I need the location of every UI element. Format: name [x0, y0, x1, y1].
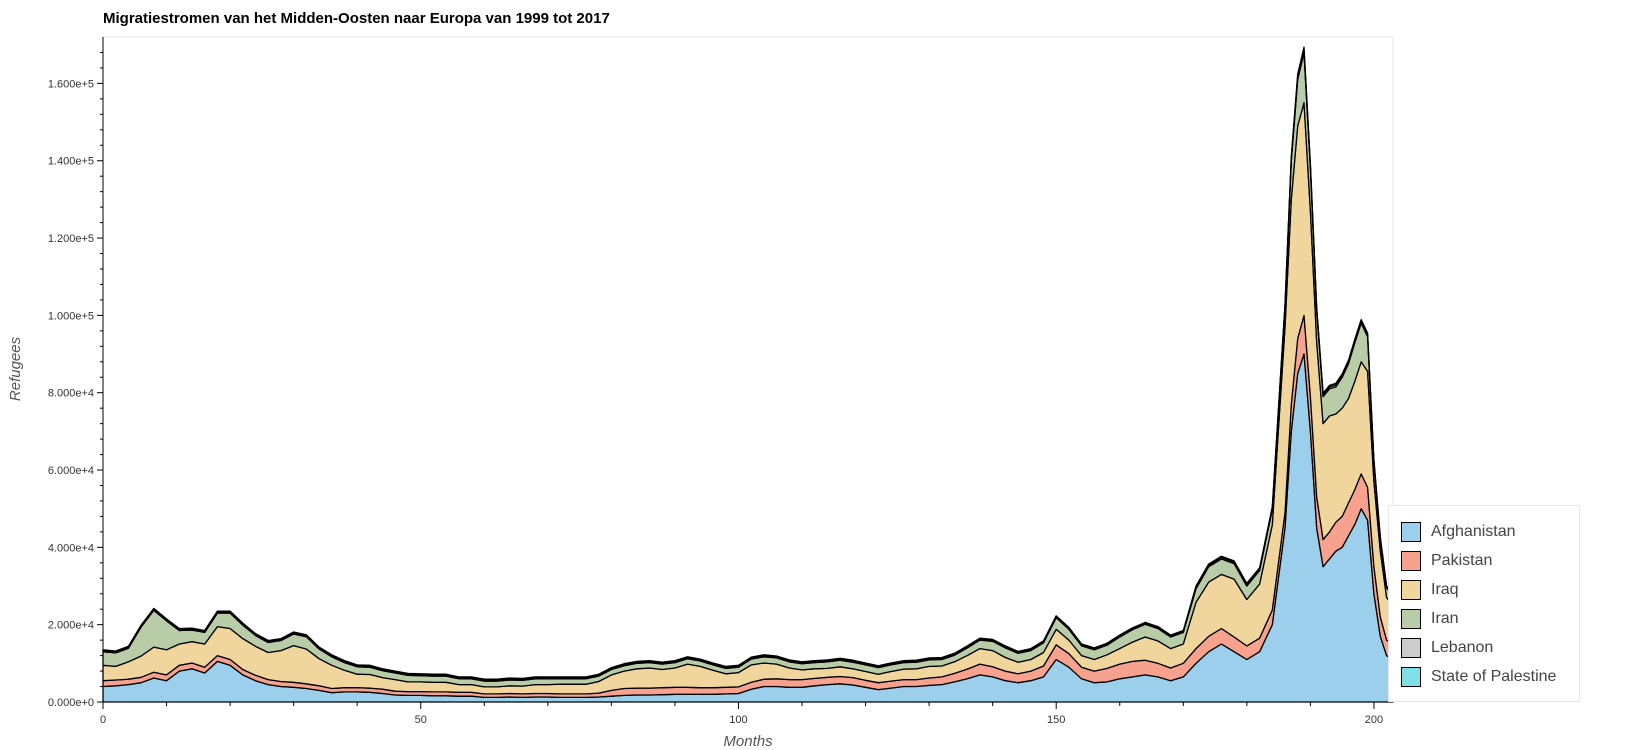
legend-item: Iraq [1401, 578, 1459, 602]
legend-label: Pakistan [1431, 552, 1493, 569]
legend-swatch [1401, 667, 1421, 687]
legend-swatch [1401, 522, 1421, 542]
legend-item: Afghanistan [1401, 520, 1516, 544]
y-tick-label: 2.000e+4 [48, 620, 94, 632]
legend-label: Afghanistan [1431, 523, 1516, 540]
legend-label: Iraq [1431, 581, 1459, 598]
y-tick-label: 1.200e+5 [48, 233, 94, 245]
area-iraq [102, 102, 1394, 695]
y-tick-label: 8.000e+4 [48, 388, 94, 400]
legend-item: Lebanon [1401, 636, 1493, 660]
x-tick-label: 0 [100, 714, 106, 726]
x-axis-label: Months [723, 733, 773, 750]
x-tick-label: 100 [729, 714, 747, 726]
y-tick-label: 1.600e+5 [48, 78, 94, 90]
legend-item: State of Palestine [1401, 665, 1556, 689]
legend-label: State of Palestine [1431, 668, 1557, 685]
x-tick-label: 50 [415, 714, 427, 726]
y-tick-label: 1.400e+5 [48, 156, 94, 168]
y-tick-label: 1.000e+5 [48, 310, 94, 322]
legend-label: Iran [1431, 610, 1459, 627]
chart-legend: Afghanistan Pakistan Iraq Iran Lebanon State … [1388, 505, 1580, 702]
axes-group: 0.000e+0 2.000e+4 4.000e+4 6.000e+4 8.000e+4… [48, 37, 1393, 726]
y-tick-label: 6.000e+4 [48, 465, 94, 477]
area-series-group [102, 46, 1394, 703]
area-iran [102, 51, 1394, 688]
legend-swatch [1401, 638, 1421, 658]
legend-swatch [1401, 551, 1421, 571]
x-tick-label: 200 [1365, 714, 1383, 726]
x-tick-label: 150 [1047, 714, 1065, 726]
legend-item: Pakistan [1401, 549, 1492, 573]
legend-swatch [1401, 609, 1421, 629]
legend-item: Iran [1401, 607, 1459, 631]
chart-title: Migratiestromen van het Midden-Oosten na… [103, 10, 610, 27]
y-tick-label: 0.000e+0 [48, 697, 94, 709]
legend-swatch [1401, 580, 1421, 600]
y-axis-label: Refugees [7, 336, 24, 401]
legend-label: Lebanon [1431, 639, 1494, 656]
y-tick-label: 4.000e+4 [48, 542, 94, 554]
